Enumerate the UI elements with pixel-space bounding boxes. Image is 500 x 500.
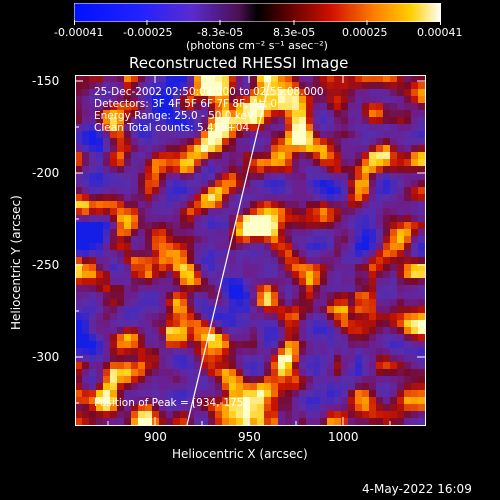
observation-time: 25-Dec-2002 02:50:08.000 to 02:55:08.000 — [94, 86, 324, 98]
colorbar-unit-label: (photons cm⁻² s⁻¹ asec⁻²) — [186, 39, 328, 52]
y-tick-label: -300 — [32, 350, 60, 364]
solar-limb-line — [186, 75, 272, 425]
energy-range: Energy Range: 25.0 - 50.0 keV — [94, 110, 255, 122]
plot-axes — [75, 75, 426, 426]
colorbar-tick-label: -0.00041 — [54, 26, 104, 39]
x-tick-label: 950 — [238, 430, 261, 444]
x-tick-label: 1000 — [328, 430, 359, 444]
clean-total-counts: Clean Total counts: 5.45E+04 — [94, 122, 250, 134]
y-tick-label: -200 — [32, 166, 60, 180]
colorbar-tick-label: 8.3e-05 — [273, 26, 316, 39]
colorbar — [74, 3, 441, 22]
detectors-info: Detectors: 3F 4F 5F 6F 7F 8F, Att 0 — [94, 98, 278, 110]
footer-timestamp: 4-May-2022 16:09 — [362, 482, 472, 496]
colorbar-ticks — [74, 20, 441, 25]
y-axis-label: Heliocentric Y (arcsec) — [9, 195, 23, 330]
peak-position: Position of Peak = [934,-175] — [94, 397, 248, 409]
colorbar-tick-label: -0.00025 — [123, 26, 173, 39]
y-tick-label: -150 — [32, 74, 60, 88]
x-axis-label: Heliocentric X (arcsec) — [172, 447, 308, 461]
colorbar-tick-label: 0.00025 — [342, 26, 388, 39]
solar-image — [75, 75, 425, 425]
y-tick-label: -250 — [32, 258, 60, 272]
x-tick-label: 900 — [144, 430, 167, 444]
colorbar-tick-label: -8.3e-05 — [197, 26, 244, 39]
colorbar-tick-label: 0.00041 — [417, 26, 463, 39]
plot-title: Reconstructed RHESSI Image — [129, 54, 349, 72]
